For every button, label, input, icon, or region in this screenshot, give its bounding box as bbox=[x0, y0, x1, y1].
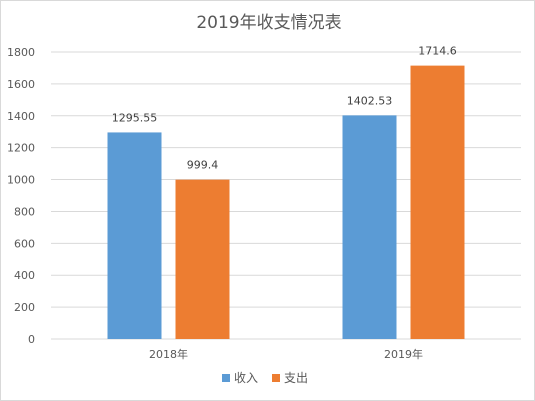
y-tick-label: 1000 bbox=[7, 174, 35, 187]
data-label: 1295.55 bbox=[112, 111, 158, 124]
y-tick-label: 1400 bbox=[7, 110, 35, 123]
y-tick-label: 200 bbox=[14, 301, 35, 314]
y-tick-label: 400 bbox=[14, 269, 35, 282]
legend-swatch bbox=[222, 374, 230, 382]
y-tick-label: 800 bbox=[14, 205, 35, 218]
y-tick-label: 1600 bbox=[7, 78, 35, 91]
x-tick-label: 2019年 bbox=[384, 347, 423, 361]
bar-expense bbox=[410, 65, 465, 340]
chart-title: 2019年收支情况表 bbox=[196, 13, 341, 33]
bars: 1295.55 999.4 1402.53 1714.6 bbox=[107, 45, 465, 340]
x-tick-label: 2018年 bbox=[149, 347, 188, 361]
data-label: 1402.53 bbox=[347, 94, 393, 107]
y-tick-label: 1200 bbox=[7, 142, 35, 155]
legend-label: 收入 bbox=[234, 371, 258, 385]
data-label: 999.4 bbox=[187, 159, 219, 172]
y-tick-label: 600 bbox=[14, 237, 35, 250]
legend: 收入 支出 bbox=[222, 371, 308, 385]
bar-income bbox=[107, 132, 162, 339]
legend-swatch bbox=[272, 374, 280, 382]
data-label: 1714.6 bbox=[418, 45, 457, 58]
x-axis-ticks: 2018年 2019年 bbox=[149, 347, 423, 361]
y-axis-ticks: 0 200 400 600 800 1000 1200 1400 1600 1800 bbox=[7, 46, 35, 346]
y-tick-label: 1800 bbox=[7, 46, 35, 59]
bar-income bbox=[342, 115, 397, 339]
y-tick-label: 0 bbox=[28, 333, 35, 346]
bar-expense bbox=[175, 179, 230, 339]
legend-label: 支出 bbox=[284, 371, 308, 385]
